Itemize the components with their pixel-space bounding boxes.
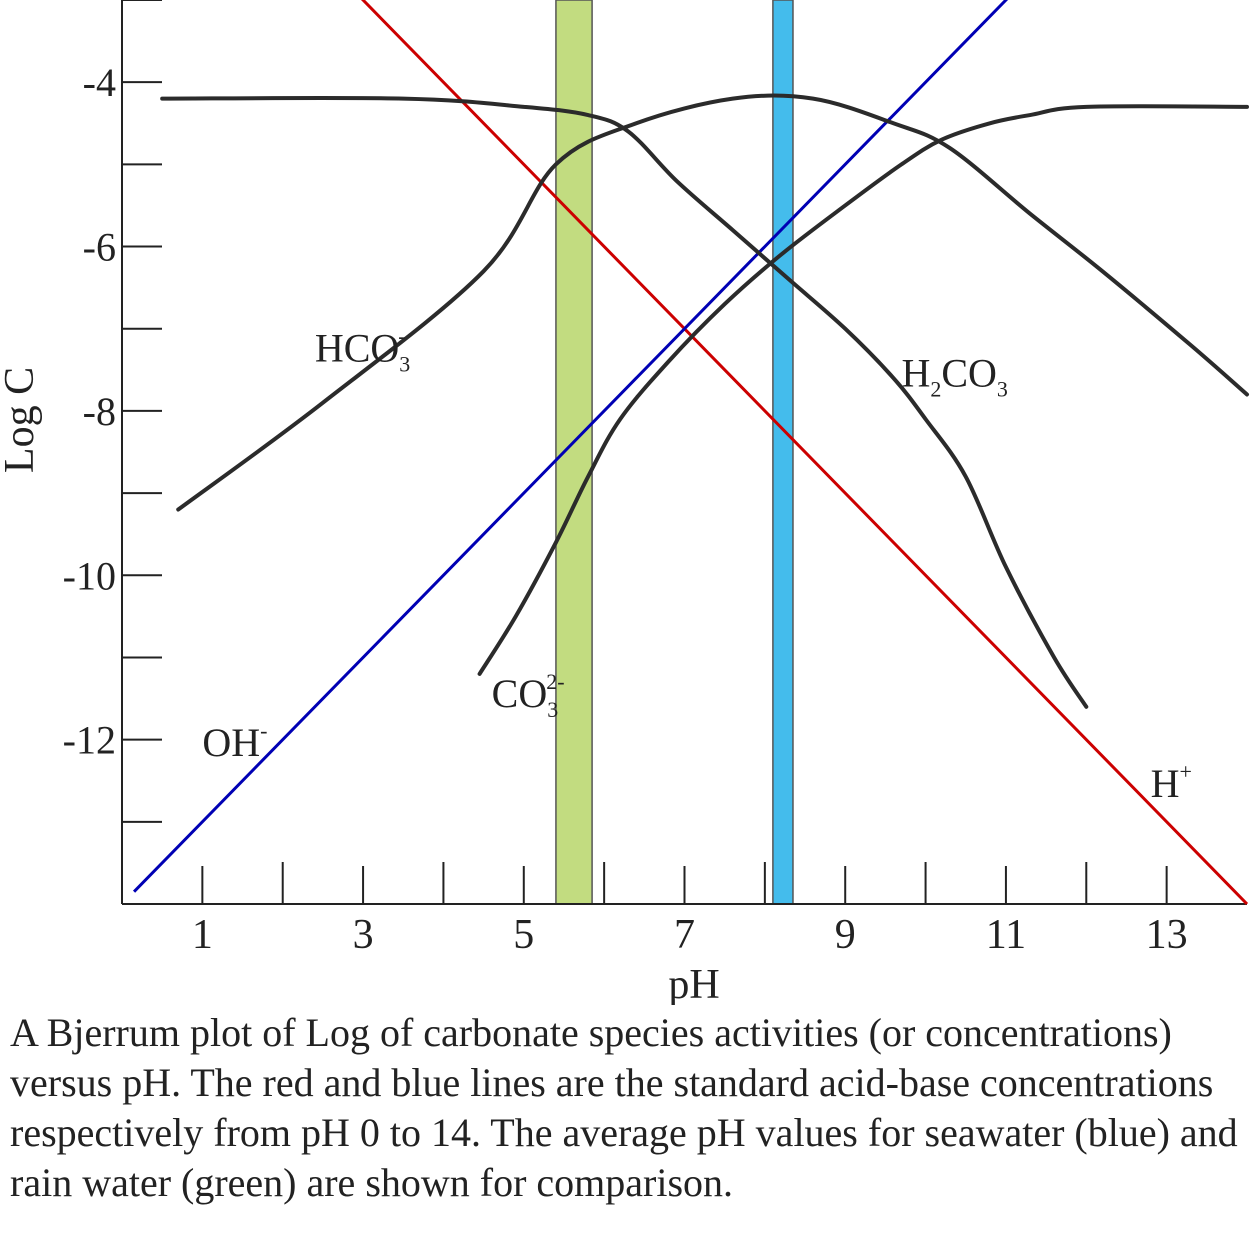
label-hco3: HCO3- (315, 324, 410, 377)
y-tick-label: -8 (83, 389, 116, 434)
series-oh-line (132, 0, 1009, 893)
y-axis-label: Log C (0, 367, 43, 473)
series-hco3-line (176, 93, 1249, 512)
x-tick-label: 11 (986, 912, 1026, 958)
x-axis-label: pH (668, 962, 719, 1005)
figure-caption: A Bjerrum plot of Log of carbonate speci… (10, 1010, 1238, 1205)
label-h2co3: H2CO3 (901, 350, 1007, 401)
label-oh: OH- (202, 718, 267, 765)
x-tick-label: 9 (835, 912, 856, 958)
label-h: H+ (1151, 759, 1192, 806)
series-labels: HCO3- H2CO3 CO32- OH- H+ (202, 324, 1192, 807)
y-tick-label: -10 (63, 553, 116, 598)
series-co3-line (477, 104, 1249, 676)
ph-band-0 (555, 0, 593, 905)
ph-band-1 (772, 0, 794, 905)
x-tick-label: 5 (513, 912, 534, 958)
y-tick-label: -6 (83, 225, 116, 270)
label-co3: CO32- (492, 669, 565, 722)
x-tick-label: 3 (353, 912, 374, 958)
ph-bands (555, 0, 794, 905)
axes: -4-6-8-10-121 3 5 7 9 11 13 (63, 0, 1247, 958)
series-h2co3-line (160, 96, 1089, 709)
y-tick-label: -4 (83, 60, 116, 105)
x-tick-label: 1 (192, 912, 213, 958)
series-h-line (360, 0, 1249, 906)
data-series (132, 0, 1249, 906)
bjerrum-plot: -4-6-8-10-121 3 5 7 9 11 13 HCO3-H2CO3CO32-OH-… (0, 0, 1249, 1005)
y-tick-label: -12 (63, 718, 116, 763)
x-tick-label: 13 (1146, 912, 1188, 958)
x-tick-label: 7 (674, 912, 695, 958)
